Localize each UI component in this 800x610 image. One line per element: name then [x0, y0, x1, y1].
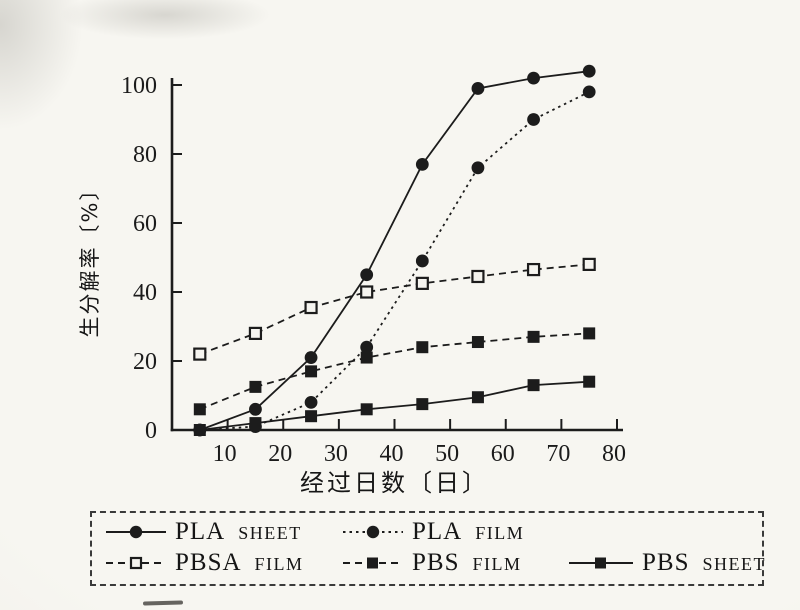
- legend-material-label: PBS: [412, 549, 460, 577]
- data-point-pbs-film: [360, 351, 373, 364]
- series-line-pbsa-film: [199, 263, 590, 355]
- x-tick-label: 80: [602, 441, 626, 467]
- data-point-pbsa-film: [248, 326, 263, 340]
- y-tick-label: 40: [133, 280, 157, 306]
- legend-item-pbs-sheet: PBS SHEET: [568, 549, 766, 577]
- legend-item-pla-sheet: PLA SHEET: [105, 518, 342, 546]
- legend-item-pbs-film: PBS FILM: [342, 549, 568, 577]
- legend-material-label: PLA: [175, 517, 226, 545]
- data-point-pbsa-film: [360, 285, 374, 299]
- chart-legend: PLA SHEET PLA FILM PBSA FILM PBS: [90, 511, 764, 586]
- data-point-pbsa-film: [582, 257, 596, 271]
- data-point-pbs-sheet: [471, 391, 484, 404]
- series-line-pla-sheet: [199, 70, 590, 431]
- series-line-pbs-film: [199, 332, 590, 411]
- x-tick-label: 20: [268, 441, 292, 467]
- data-point-pbs-film: [193, 403, 206, 416]
- series-line-pbs-sheet: [199, 380, 590, 431]
- legend-form-label: FILM: [475, 522, 525, 543]
- data-point-pla-sheet: [360, 268, 374, 282]
- x-tick-label: 40: [380, 441, 404, 467]
- series-pla-sheet: [193, 64, 596, 437]
- data-point-pbs-film: [471, 336, 484, 349]
- data-point-pbsa-film: [471, 269, 485, 284]
- y-tick-label: 80: [133, 142, 157, 168]
- data-point-pbs-sheet: [305, 410, 318, 423]
- series-pbsa-film: [193, 257, 596, 361]
- data-point-pbs-film: [416, 341, 429, 354]
- x-axis-title: 经过日数〔日〕: [300, 469, 489, 497]
- data-point-pbs-film: [305, 365, 318, 378]
- data-point-pla-film: [304, 396, 318, 409]
- data-point-pbs-film: [249, 380, 262, 393]
- x-tick-label: 10: [213, 441, 237, 467]
- data-point-pla-sheet: [249, 402, 262, 416]
- legend-form-label: SHEET: [238, 522, 302, 543]
- legend-key-dotted-line-filled-circle-icon: [343, 525, 403, 538]
- data-point-pla-film: [527, 113, 540, 126]
- series-pbs-film: [193, 327, 596, 416]
- x-tick-label: 60: [491, 441, 515, 467]
- data-point-pbs-film: [527, 330, 540, 343]
- series-pbs-sheet: [193, 375, 596, 436]
- data-point-pbsa-film: [193, 347, 207, 361]
- data-point-pla-film: [415, 254, 429, 268]
- legend-item-pbsa-film: PBSA FILM: [105, 549, 342, 577]
- legend-item-pla-film: PLA FILM: [342, 518, 568, 546]
- data-point-pbs-sheet: [249, 417, 262, 430]
- data-point-pbs-sheet: [193, 424, 206, 436]
- x-tick-label: 70: [546, 441, 570, 467]
- x-tick-label: 30: [324, 441, 348, 467]
- data-point-pbsa-film: [526, 262, 541, 277]
- data-point-pbsa-film: [415, 276, 429, 290]
- y-axis-title: 生分解率〔%〕: [78, 178, 102, 338]
- y-tick-label: 0: [145, 418, 157, 444]
- y-tick-label: 60: [133, 211, 157, 237]
- data-point-pbs-sheet: [527, 379, 540, 392]
- legend-key-dashed-line-filled-square-icon: [343, 557, 403, 569]
- data-point-pla-film: [471, 161, 485, 175]
- biodegradation-line-chart: 0 20 40 60 80 100 10 20 30 40 50 60 70 80 经过日数〔日〕 生分解率〔…: [78, 64, 626, 497]
- data-point-pbsa-film: [304, 300, 318, 315]
- y-tick-label: 20: [133, 349, 157, 375]
- data-point-pla-sheet: [415, 157, 429, 171]
- x-tick-label: 50: [435, 441, 459, 467]
- legend-key-solid-line-filled-square-icon: [569, 557, 633, 569]
- data-point-pla-sheet: [304, 351, 318, 364]
- legend-form-label: FILM: [472, 554, 522, 575]
- axes: 0 20 40 60 80 100 10 20 30 40 50 60 70 80: [121, 73, 626, 467]
- scan-artifact-dash: [142, 600, 184, 606]
- data-point-pbs-sheet: [583, 375, 596, 388]
- data-point-pla-film: [360, 340, 374, 354]
- legend-material-label: PBSA: [175, 549, 242, 577]
- y-tick-label: 100: [121, 73, 157, 99]
- legend-form-label: FILM: [254, 554, 304, 575]
- data-point-pbs-sheet: [416, 398, 429, 411]
- data-point-pla-sheet: [527, 71, 540, 85]
- data-point-pbs-sheet: [360, 403, 373, 416]
- legend-form-label: SHEET: [702, 554, 766, 575]
- legend-key-dashed-line-open-square-icon: [106, 557, 166, 570]
- legend-key-solid-line-filled-circle-icon: [106, 525, 166, 538]
- data-point-pla-sheet: [471, 82, 485, 95]
- data-point-pla-film: [582, 85, 596, 99]
- legend-material-label: PLA: [412, 517, 463, 545]
- data-point-pla-sheet: [582, 64, 596, 78]
- legend-material-label: PBS: [642, 549, 690, 577]
- data-point-pbs-film: [583, 327, 596, 340]
